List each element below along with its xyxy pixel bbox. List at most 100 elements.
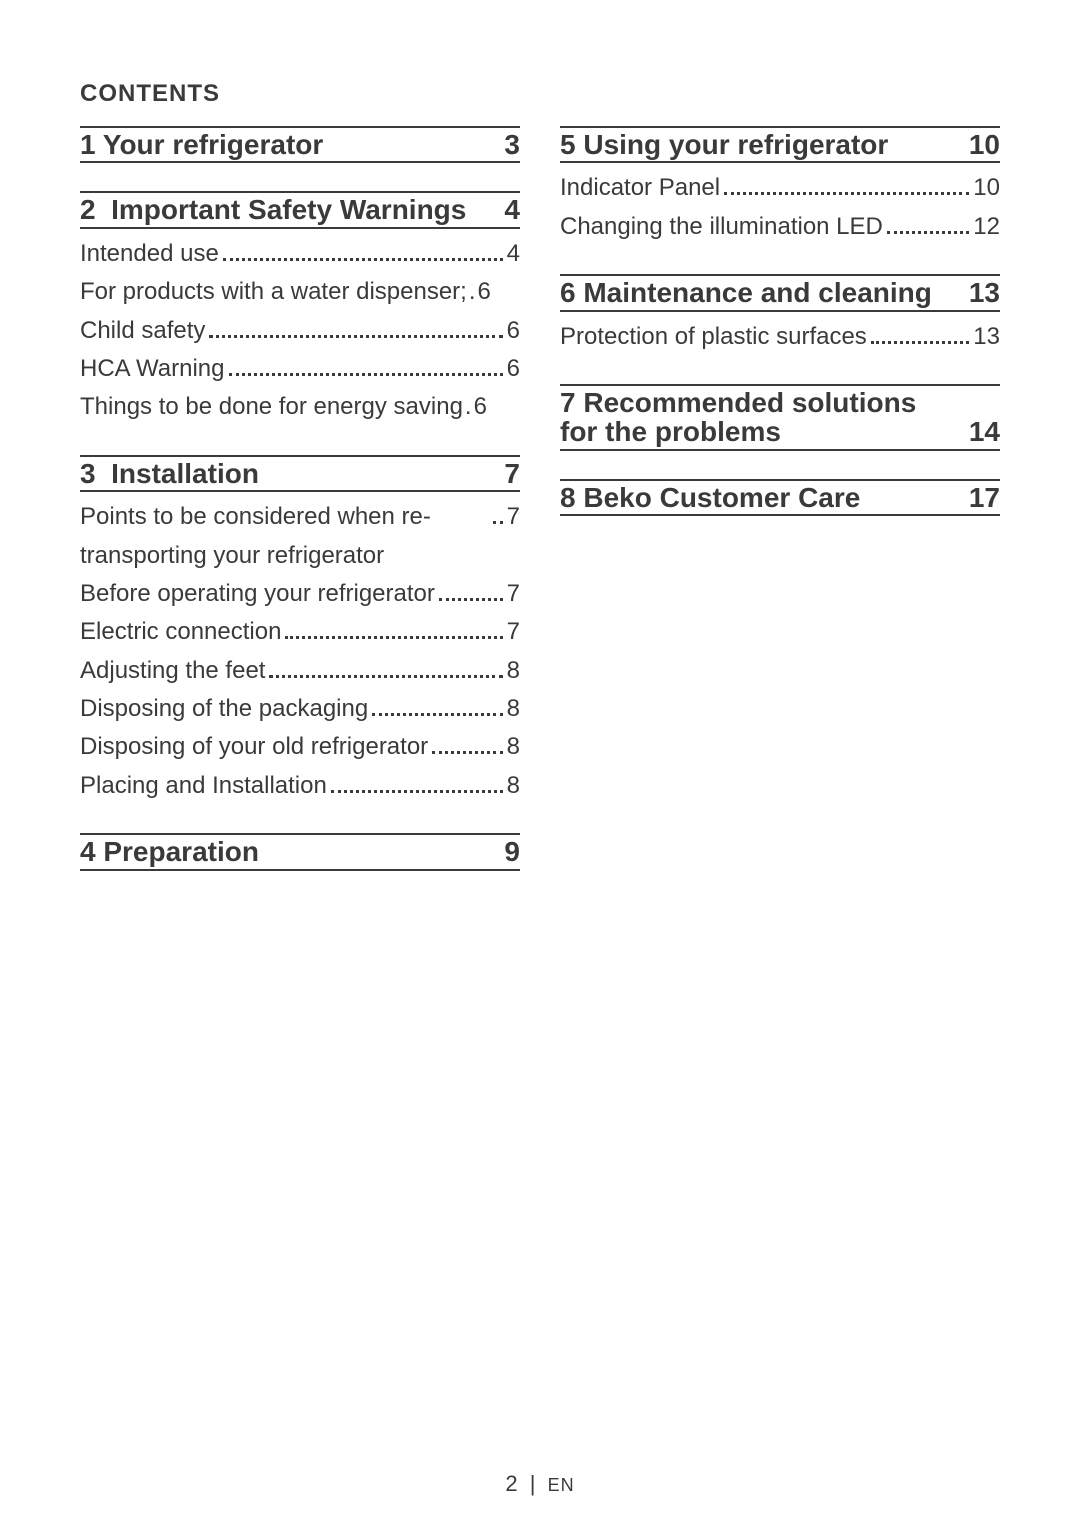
toc-section-title: 1 Your refrigerator: [80, 130, 504, 159]
toc-dots: [887, 212, 969, 234]
toc-entry: Disposing of the packaging 8: [80, 690, 520, 728]
toc-section-header: 6 Maintenance and cleaning13: [560, 274, 1000, 311]
toc-entry-page: 6: [507, 312, 520, 350]
toc-entry-label: Child safety: [80, 312, 205, 350]
toc-dots: [724, 174, 969, 196]
toc-section-header: 7 Recommended solutions for the problems…: [560, 384, 1000, 451]
toc-entry: Changing the illumination LED 12: [560, 208, 1000, 246]
footer-language: EN: [548, 1475, 575, 1495]
toc-entry-label: Things to be done for energy saving: [80, 388, 463, 426]
toc-entry: Adjusting the feet 8: [80, 652, 520, 690]
toc-dots: [285, 618, 502, 640]
toc-dot: .: [469, 273, 476, 311]
toc-entry-label: Placing and Installation: [80, 767, 327, 805]
toc-section-header: 5 Using your refrigerator10: [560, 126, 1000, 163]
toc-entry-label: Protection of plastic surfaces: [560, 318, 867, 356]
toc-entry: Disposing of your old refrigerator 8: [80, 728, 520, 766]
toc-dots: [229, 354, 503, 376]
toc-section-title: 4 Preparation: [80, 837, 504, 866]
toc-section-header: 1 Your refrigerator3: [80, 126, 520, 163]
toc-entry: Things to be done for energy saving.6: [80, 388, 520, 426]
toc-entry: Points to be considered when re-transpor…: [80, 498, 520, 575]
toc-section-page: 17: [969, 483, 1000, 512]
toc-section-header: 2 Important Safety Warnings4: [80, 191, 520, 228]
toc-section-page: 10: [969, 130, 1000, 159]
toc-entry-page: 8: [507, 728, 520, 766]
toc-entry-label: Intended use: [80, 235, 219, 273]
toc-entry-label: HCA Warning: [80, 350, 225, 388]
toc-section-header: 8 Beko Customer Care17: [560, 479, 1000, 516]
toc-entry-page: 6: [474, 388, 487, 426]
toc-dots: [209, 316, 502, 338]
toc-entry-label: For products with a water dispenser;: [80, 273, 467, 311]
toc-section: 6 Maintenance and cleaning13Protection o…: [560, 274, 1000, 356]
toc-entry-label: Changing the illumination LED: [560, 208, 883, 246]
toc-section-page: 9: [504, 837, 520, 866]
toc-section: 8 Beko Customer Care17: [560, 479, 1000, 516]
toc-section-title: 5 Using your refrigerator: [560, 130, 969, 159]
toc-entry: Indicator Panel 10: [560, 169, 1000, 207]
toc-entry-page: 8: [507, 767, 520, 805]
toc-entry-page: 4: [507, 235, 520, 273]
toc-entry-page: 6: [507, 350, 520, 388]
toc-section-page: 3: [504, 130, 520, 159]
toc-entry-page: 7: [507, 498, 520, 536]
toc-section: 3 Installation7Points to be considered w…: [80, 455, 520, 806]
toc-entry: For products with a water dispenser;.6: [80, 273, 520, 311]
toc-entry: Intended use 4: [80, 235, 520, 273]
toc-entry-label: Disposing of your old refrigerator: [80, 728, 428, 766]
footer-separator: |: [530, 1471, 536, 1496]
toc-entry: Before operating your refrigerator 7: [80, 575, 520, 613]
toc-entry-label: Electric connection: [80, 613, 281, 651]
toc-entry: Electric connection 7: [80, 613, 520, 651]
toc-entry-label: Before operating your refrigerator: [80, 575, 435, 613]
toc-entry: Child safety 6: [80, 312, 520, 350]
toc-dot: .: [465, 388, 472, 426]
toc-section-header: 4 Preparation9: [80, 833, 520, 870]
toc-entry-label: Indicator Panel: [560, 169, 720, 207]
toc-section-page: 4: [504, 195, 520, 224]
toc-section-page: 13: [969, 278, 1000, 307]
toc-dots: [493, 503, 503, 525]
page-footer: 2 | EN: [0, 1471, 1080, 1497]
toc-entry: HCA Warning 6: [80, 350, 520, 388]
toc-columns: 1 Your refrigerator3 2 Important Safety W…: [80, 126, 1000, 899]
toc-dots: [439, 579, 503, 601]
toc-section-title: 7 Recommended solutions for the problems: [560, 388, 969, 447]
toc-section-page: 14: [969, 417, 1000, 446]
toc-section: 5 Using your refrigerator10Indicator Pan…: [560, 126, 1000, 246]
toc-section: 1 Your refrigerator3: [80, 126, 520, 163]
toc-entry-page: 8: [507, 652, 520, 690]
toc-section-title: 8 Beko Customer Care: [560, 483, 969, 512]
toc-entry-page: 7: [507, 575, 520, 613]
toc-dots: [432, 733, 502, 755]
toc-entry-page: 6: [478, 273, 491, 311]
toc-entry: Protection of plastic surfaces 13: [560, 318, 1000, 356]
toc-entry-page: 8: [507, 690, 520, 728]
toc-entry-page: 10: [973, 169, 1000, 207]
toc-section-title: 2 Important Safety Warnings: [80, 195, 504, 224]
toc-section: 7 Recommended solutions for the problems…: [560, 384, 1000, 451]
toc-dots: [269, 656, 502, 678]
toc-entry-page: 7: [507, 613, 520, 651]
toc-dots: [223, 239, 503, 261]
toc-section-page: 7: [504, 459, 520, 488]
toc-section-title: 3 Installation: [80, 459, 504, 488]
toc-entry-page: 12: [973, 208, 1000, 246]
toc-entry-label: Adjusting the feet: [80, 652, 265, 690]
toc-dots: [372, 694, 502, 716]
toc-section: 2 Important Safety Warnings4Intended use…: [80, 191, 520, 426]
toc-section: 4 Preparation9: [80, 833, 520, 870]
toc-entry: Placing and Installation 8: [80, 767, 520, 805]
toc-entry-label: Disposing of the packaging: [80, 690, 368, 728]
footer-page-number: 2: [505, 1471, 517, 1496]
toc-entry-page: 13: [973, 318, 1000, 356]
toc-left-column: 1 Your refrigerator3 2 Important Safety W…: [80, 126, 520, 899]
contents-header: CONTENTS: [80, 80, 1000, 108]
toc-dots: [871, 322, 969, 344]
toc-right-column: 5 Using your refrigerator10Indicator Pan…: [560, 126, 1000, 899]
toc-entry-label: Points to be considered when re-transpor…: [80, 498, 489, 575]
toc-dots: [331, 771, 503, 793]
toc-section-header: 3 Installation7: [80, 455, 520, 492]
toc-section-title: 6 Maintenance and cleaning: [560, 278, 969, 307]
